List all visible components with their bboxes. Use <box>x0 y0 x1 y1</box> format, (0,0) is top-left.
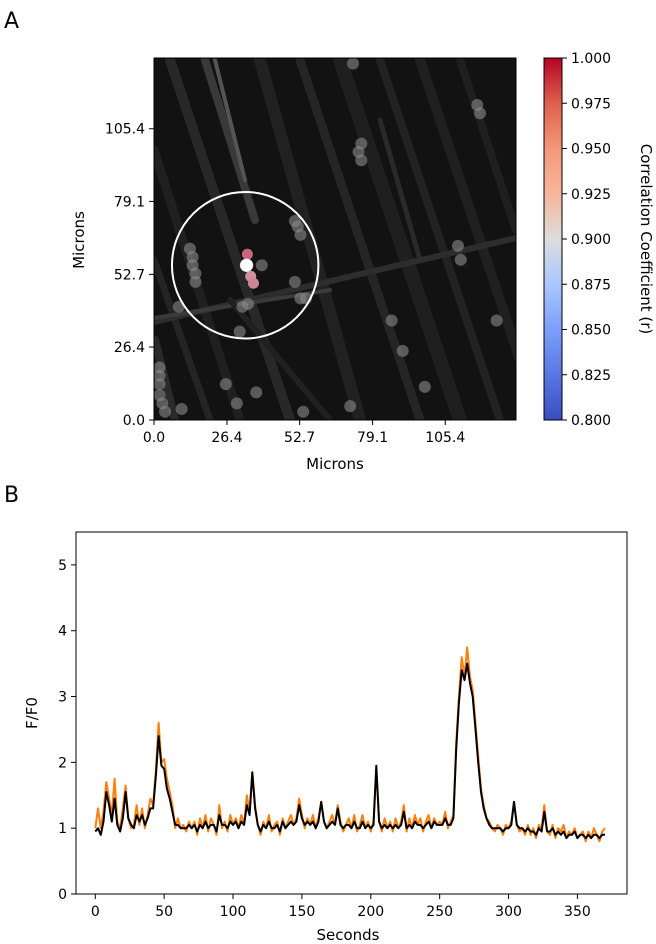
colorbar-tick-label: 0.825 <box>571 368 611 384</box>
correlated-roi-point <box>241 248 253 260</box>
x-tick-label: 105.4 <box>425 430 465 446</box>
roi-point <box>288 275 301 288</box>
roi-point <box>418 380 431 393</box>
colorbar-tick-label: 0.875 <box>571 277 611 293</box>
x-tick-label: 100 <box>220 904 247 920</box>
colorbar-tick-label: 0.950 <box>571 142 611 158</box>
panel-a-x-ticks: 0.0 26.4 52.7 79.1 105.4 <box>143 420 465 446</box>
correlated-rois <box>241 248 259 289</box>
microscopy-image <box>154 58 516 420</box>
y-tick-label: 2 <box>58 755 67 771</box>
y-tick-label: 0.0 <box>123 413 145 429</box>
x-tick-label: 52.7 <box>284 430 315 446</box>
roi-point <box>294 228 307 241</box>
roi-point <box>159 405 172 418</box>
correlated-roi-point <box>247 277 259 289</box>
series-black-line <box>94 662 605 840</box>
x-tick-label: 0.0 <box>143 430 165 446</box>
x-tick-label: 79.1 <box>357 430 388 446</box>
roi-point <box>474 107 487 120</box>
colorbar-tick-label: 0.800 <box>571 413 611 429</box>
panel-b-y-ticks: 0 1 2 3 4 5 <box>58 558 76 903</box>
roi-point <box>250 386 263 399</box>
roi-point <box>297 405 310 418</box>
x-tick-label: 26.4 <box>211 430 242 446</box>
x-tick-label: 150 <box>289 904 316 920</box>
x-tick-label: 300 <box>495 904 522 920</box>
colorbar-tick-label: 1.000 <box>571 51 611 67</box>
x-tick-label: 50 <box>155 904 173 920</box>
panel-a-letter: A <box>4 9 19 34</box>
roi-point <box>385 314 398 327</box>
x-tick-label: 0 <box>91 904 100 920</box>
y-tick-label: 26.4 <box>114 340 145 356</box>
panel-a-y-label: Microns <box>70 211 88 269</box>
y-tick-label: 79.1 <box>114 194 145 210</box>
roi-point <box>154 378 166 391</box>
colorbar-tick-label: 0.975 <box>571 96 611 112</box>
roi-point <box>490 314 503 327</box>
panel-b: 0 50 100 150 200 250 300 350 0 1 2 3 4 5 Seconds F/F… <box>23 531 628 944</box>
seed-roi <box>239 258 254 273</box>
panel-b-letter: B <box>4 483 19 508</box>
x-tick-label: 350 <box>564 904 591 920</box>
y-tick-label: 105.4 <box>105 122 145 138</box>
panel-a-x-label: Microns <box>306 455 364 473</box>
roi-point <box>451 239 464 252</box>
roi-point <box>175 402 188 415</box>
colorbar-tick-label: 0.925 <box>571 187 611 203</box>
colorbar-tick-label: 0.850 <box>571 323 611 339</box>
panel-a: 0.0 26.4 52.7 79.1 105.4 0.0 26.4 52.7 79.1 105.… <box>70 51 655 473</box>
x-tick-label: 250 <box>426 904 453 920</box>
other-rois <box>154 58 503 418</box>
colorbar-label: Correlation Coefficient (r) <box>637 144 655 335</box>
roi-point <box>186 250 199 263</box>
roi-point <box>344 400 357 413</box>
roi-point <box>396 344 409 357</box>
roi-point <box>230 397 243 410</box>
y-tick-label: 1 <box>58 821 67 837</box>
panel-a-y-ticks: 0.0 26.4 52.7 79.1 105.4 <box>105 122 154 429</box>
roi-point <box>454 253 467 266</box>
colorbar: 0.800 0.825 0.850 0.875 0.900 0.925 0.950 0.975… <box>543 51 655 429</box>
roi-point <box>219 378 232 391</box>
roi-point <box>189 267 202 280</box>
image-frame <box>153 57 517 421</box>
roi-point <box>255 259 268 272</box>
colorbar-tick-label: 0.900 <box>571 232 611 248</box>
panel-b-x-ticks: 0 50 100 150 200 250 300 350 <box>91 894 591 920</box>
plot-frame <box>75 531 628 895</box>
y-tick-label: 3 <box>58 690 67 706</box>
y-tick-label: 4 <box>58 624 67 640</box>
y-tick-label: 5 <box>58 558 67 574</box>
y-tick-label: 52.7 <box>114 267 145 283</box>
roi-radius-circle <box>170 191 320 340</box>
roi-point <box>241 297 254 310</box>
roi-point <box>355 154 368 167</box>
y-tick-label: 0 <box>58 887 67 903</box>
x-tick-label: 200 <box>357 904 384 920</box>
panel-b-y-label: F/F0 <box>23 697 41 729</box>
colorbar-ticks: 0.800 0.825 0.850 0.875 0.900 0.925 0.950 0.975… <box>562 51 611 429</box>
roi-point <box>189 275 202 288</box>
colorbar-gradient <box>543 57 563 421</box>
panel-b-x-label: Seconds <box>316 926 379 944</box>
roi-point <box>233 325 246 338</box>
roi-point <box>346 58 359 70</box>
